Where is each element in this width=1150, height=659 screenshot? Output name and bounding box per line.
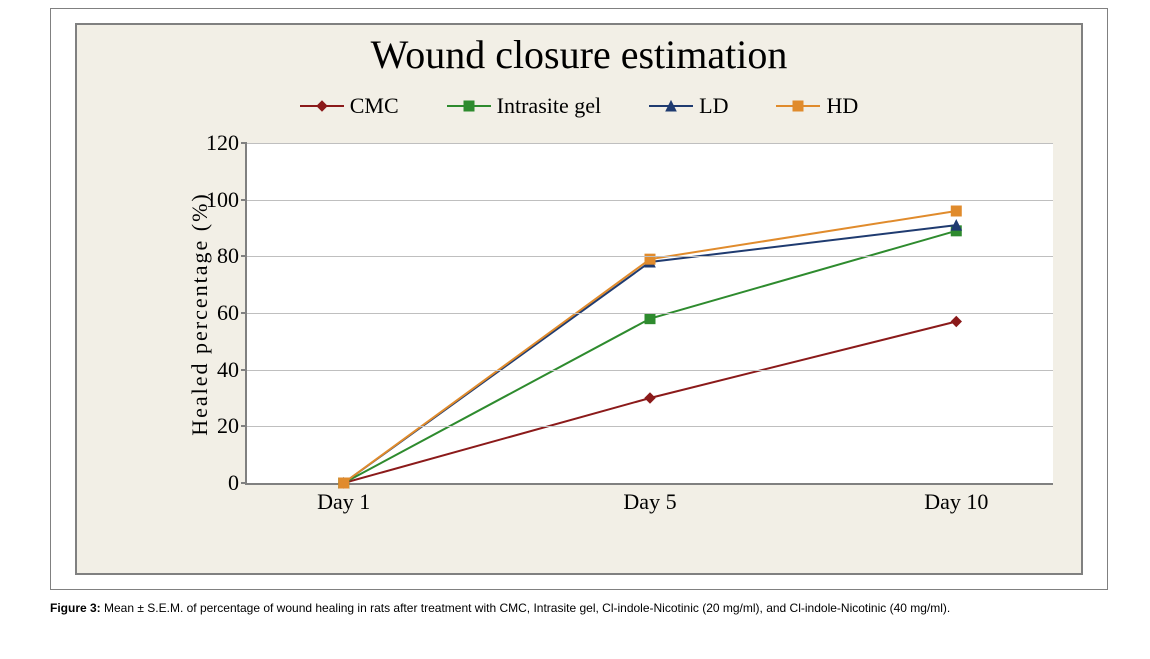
- series-marker: [951, 317, 961, 327]
- legend-label: LD: [699, 93, 728, 119]
- figure-caption: Figure 3: Mean ± S.E.M. of percentage of…: [50, 600, 1108, 616]
- series-line: [344, 211, 957, 483]
- ytick-label: 0: [228, 470, 247, 496]
- gridline: [247, 426, 1053, 427]
- legend-swatch: [447, 98, 491, 114]
- legend-swatch: [649, 98, 693, 114]
- gridline: [247, 256, 1053, 257]
- ytick-label: 80: [217, 243, 247, 269]
- xtick-label: Day 10: [924, 483, 988, 515]
- legend-swatch: [776, 98, 820, 114]
- legend-swatch: [300, 98, 344, 114]
- gridline: [247, 200, 1053, 201]
- legend-item: LD: [649, 93, 728, 119]
- legend: CMC Intrasite gel LD HD: [75, 93, 1083, 119]
- gridline: [247, 313, 1053, 314]
- series-marker: [645, 393, 655, 403]
- chart-frame: Wound closure estimation CMC Intrasite ge…: [75, 23, 1083, 575]
- legend-item: HD: [776, 93, 858, 119]
- legend-label: CMC: [350, 93, 399, 119]
- legend-label: Intrasite gel: [497, 93, 601, 119]
- xtick-label: Day 1: [317, 483, 370, 515]
- legend-item: Intrasite gel: [447, 93, 601, 119]
- y-axis-label: Healed percentage (%): [187, 192, 213, 436]
- plot-region: Healed percentage (%) 020406080100120Day…: [185, 143, 1053, 515]
- ytick-label: 100: [206, 187, 247, 213]
- xtick-label: Day 5: [623, 483, 676, 515]
- legend-label: HD: [826, 93, 858, 119]
- series-line: [344, 231, 957, 483]
- plot-inner: 020406080100120Day 1Day 5Day 10: [245, 143, 1053, 485]
- ytick-label: 40: [217, 357, 247, 383]
- gridline: [247, 370, 1053, 371]
- ytick-label: 60: [217, 300, 247, 326]
- gridline: [247, 143, 1053, 144]
- figure-caption-text: Mean ± S.E.M. of percentage of wound hea…: [101, 601, 951, 615]
- series-marker: [645, 314, 655, 324]
- ytick-label: 20: [217, 413, 247, 439]
- figure-caption-label: Figure 3:: [50, 601, 101, 615]
- legend-item: CMC: [300, 93, 399, 119]
- series-marker: [951, 206, 961, 216]
- figure-outer: Wound closure estimation CMC Intrasite ge…: [50, 8, 1108, 590]
- ytick-label: 120: [206, 130, 247, 156]
- chart-title: Wound closure estimation: [75, 31, 1083, 78]
